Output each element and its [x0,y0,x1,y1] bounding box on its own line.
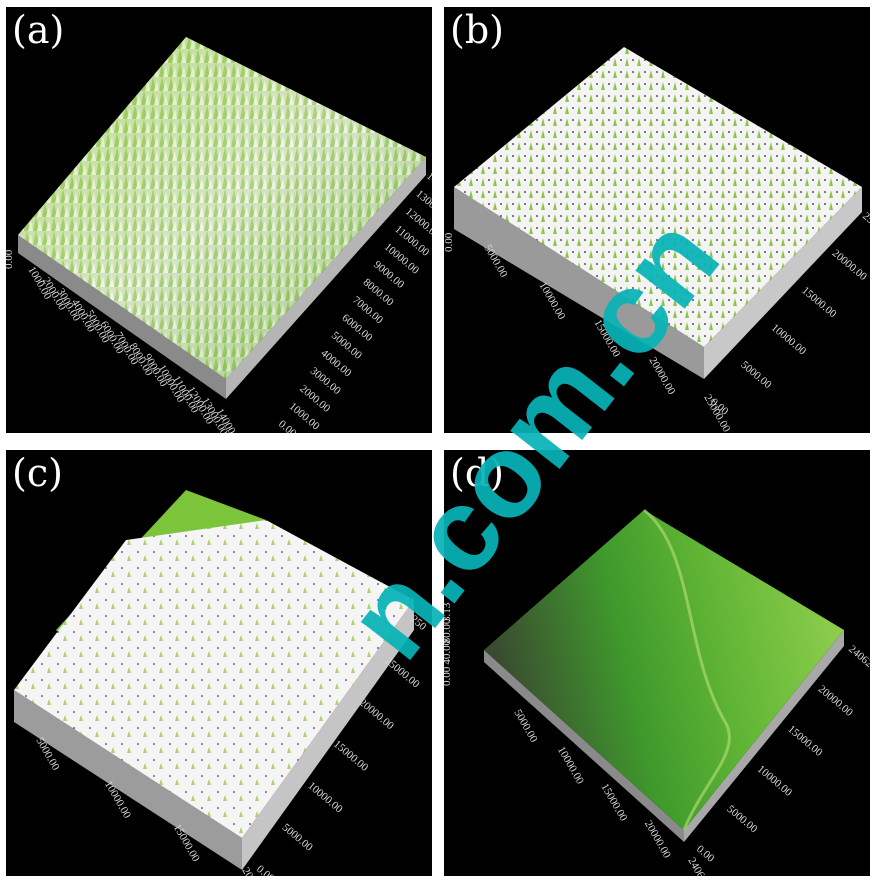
tick-label-left: 40.00 [444,639,453,664]
panel-d: 5000.00 10000.00 15000.00 20000.00 24062.50 0… [444,450,870,876]
tick-label-right: 20000.00 [357,696,397,732]
tick-label-bottom: 5000.00 [511,708,540,745]
panel-label-a: (a) [12,8,65,52]
tick-label-right: 0.00 [254,863,277,876]
tick-label-bottom: 10000.00 [555,745,586,787]
tick-label-right: 24062.50 [846,643,870,679]
surface-plot-c: 5000.0010000.0015000.0020000.000.005000.… [14,490,429,876]
panel-label-c: (c) [12,451,63,495]
surface-side-right [684,630,844,842]
surface-top [484,510,844,830]
tick-label-right: 20000.00 [830,247,870,283]
panel-b: 5000.00 10000.00 15000.00 20000.00 25000.00 0… [444,7,870,433]
panel-label-b: (b) [450,8,504,52]
surface-side-left [14,690,242,870]
tick-label-right: 15000.00 [331,738,371,774]
tick-label-right: 14 [424,170,432,187]
surface-plot-d: 5000.00 10000.00 15000.00 20000.00 24062.50 0… [444,508,870,876]
surface-side-left [454,187,704,379]
tick-label-right: 10000.00 [755,763,795,799]
tick-label-left: 0.00 [6,249,15,269]
panel-label-d: (d) [450,451,504,495]
panel-c: 5000.0010000.0015000.0020000.000.005000.… [6,450,432,876]
tick-label-left: 0.00 [444,666,453,686]
surface-plot-a: 1000.002000.003000.004000.005000.006000.… [6,37,432,433]
tick-label-right: 25000.00 [860,210,870,246]
tick-label-bottom: 20000.00 [646,355,677,397]
surface-side-right [242,600,414,870]
tick-label-left: 80.00 [444,618,453,643]
tick-label-right: 10000.00 [769,322,809,358]
surface-side-left [18,235,226,399]
tick-label-right: 10000.00 [305,780,345,816]
surface-side-right [704,187,862,379]
surface-side-left [484,650,684,842]
panel-a: 1000.00 2000.00 3000.00 4000.00 5000.00 6000.… [6,7,432,433]
tick-label-right: 20000.00 [816,683,856,719]
tick-label-right: 5000.00 [738,359,773,391]
tick-label-right: 25000.00 [382,655,422,691]
tick-label-left: 3.13 [444,602,453,622]
tick-label-right: 5000.00 [724,803,759,835]
surface-top [14,520,414,838]
tick-label-right: 15000.00 [799,285,839,321]
tick-label-right: 15000.00 [785,723,825,759]
surface-plot-b: 5000.0010000.0015000.0020000.0025000.000… [444,47,870,433]
surface-side-right [226,157,426,399]
tick-label-right: 5000.00 [280,821,315,853]
tick-label-left: 0.00 [444,232,455,252]
tick-label-right: 0.00 [276,418,299,433]
surface-top [454,47,862,347]
